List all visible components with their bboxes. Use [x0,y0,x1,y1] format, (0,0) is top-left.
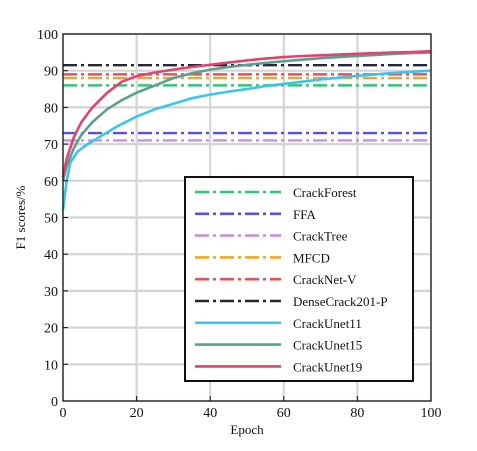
legend-label-mfcd: MFCD [293,250,330,265]
legend-label-densecrack201-p: DenseCrack201-P [293,294,388,309]
x-tick-label-40: 40 [203,406,217,421]
y-tick-label-40: 40 [44,248,58,263]
legend-label-crackunet19: CrackUnet19 [293,359,362,374]
y-tick-label-0: 0 [51,395,58,410]
x-axis-label: Epoch [230,422,264,437]
x-tick-label-100: 100 [421,406,442,421]
series-crackunet11 [61,69,432,211]
legend-label-crackunet11: CrackUnet11 [293,316,362,331]
legend-label-crackunet15: CrackUnet15 [293,338,362,353]
x-tick-label-0: 0 [60,406,67,421]
legend-label-cracktree: CrackTree [293,229,348,244]
y-tick-label-20: 20 [44,322,58,337]
y-axis-label: F1 scores/% [13,185,28,249]
y-tick-label-100: 100 [37,28,58,43]
legend: CrackForest FFA CrackTree MFCD CrackNet-V Den… [184,176,414,382]
y-tick-label-70: 70 [44,138,58,153]
series-crackunet19 [61,49,432,178]
axis-ticks: 0 20 40 60 80 100 0 10 20 30 40 50 60 70 80 90 100 [37,28,442,421]
y-tick-label-50: 50 [44,212,58,227]
x-tick-label-60: 60 [277,406,291,421]
y-tick-label-30: 30 [44,285,58,300]
y-tick-label-10: 10 [44,358,58,373]
y-tick-label-60: 60 [44,175,58,190]
y-tick-label-90: 90 [44,65,58,80]
legend-label-ffa: FFA [293,207,316,222]
legend-label-cracknet-v: CrackNet-V [293,272,357,287]
legend-label-crackforest: CrackForest [293,185,357,200]
x-tick-label-80: 80 [350,406,364,421]
training-curves [61,49,432,211]
y-tick-label-80: 80 [44,101,58,116]
x-tick-label-20: 20 [130,406,144,421]
series-crackunet15 [61,51,432,182]
